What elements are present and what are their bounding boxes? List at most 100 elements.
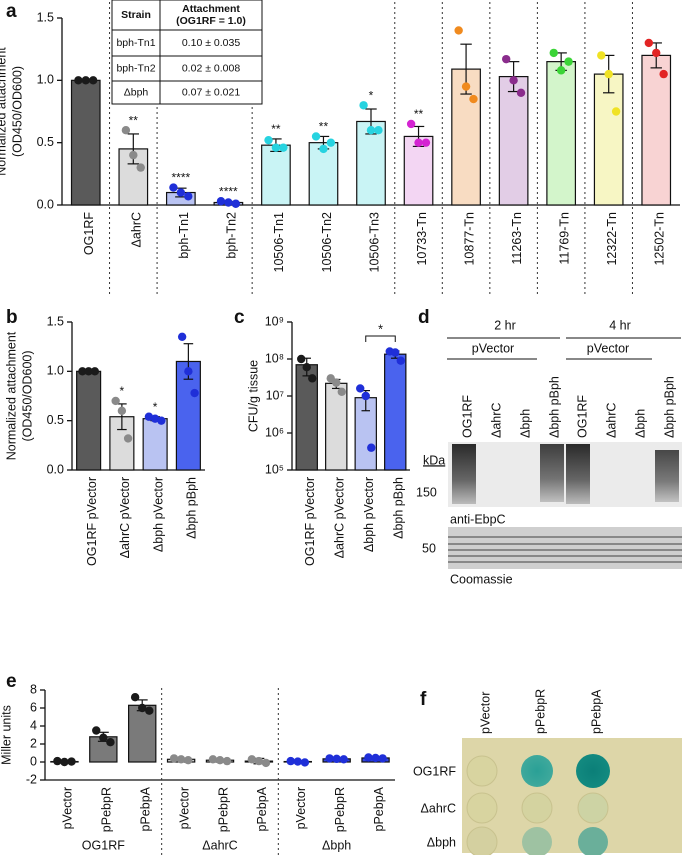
column-label: pPebpR xyxy=(533,689,547,734)
bar xyxy=(72,80,101,205)
lane-label: OG1RF xyxy=(460,395,474,438)
time-label: 4 hr xyxy=(609,318,631,332)
replicate-point xyxy=(327,138,335,146)
replicate-point xyxy=(332,378,340,386)
blot-label: Coomassie xyxy=(450,572,513,586)
replicate-point xyxy=(612,107,620,115)
y-axis-label: Miller units xyxy=(0,705,13,765)
replicate-point xyxy=(356,384,364,392)
significance-label: * xyxy=(120,384,125,398)
replicate-point xyxy=(550,49,558,57)
bar xyxy=(385,354,406,470)
blot-band xyxy=(566,444,590,504)
lane-label: ΔahrC xyxy=(604,403,618,438)
replicate-point xyxy=(216,756,224,764)
y-tick-label: 0.5 xyxy=(37,135,54,149)
marker-label: 50 xyxy=(422,541,436,555)
replicate-point xyxy=(645,39,653,47)
lane-label: Δbph xyxy=(518,409,532,438)
bar xyxy=(547,62,576,205)
y-axis-label: CFU/g tissue xyxy=(246,360,260,432)
x-tick-label: pPebpR xyxy=(100,787,114,832)
significance-label: ** xyxy=(319,120,329,134)
x-tick-label: pPebpA xyxy=(139,786,153,831)
y-tick-label: 10⁸ xyxy=(265,351,284,365)
x-tick-label: bph-Tn1 xyxy=(177,212,191,259)
significance-bracket xyxy=(366,336,396,342)
x-tick-label: pVector xyxy=(61,787,75,829)
unit-label: kDa xyxy=(423,453,445,467)
replicate-point xyxy=(209,755,217,763)
y-tick-label: 6 xyxy=(30,700,37,714)
group-label: Δbph xyxy=(322,838,351,852)
replicate-point xyxy=(338,388,346,396)
lane-label: OG1RF xyxy=(575,395,589,438)
replicate-point xyxy=(92,726,100,734)
replicate-point xyxy=(184,756,192,764)
table-cell: bph-Tn1 xyxy=(116,37,155,49)
replicate-point xyxy=(262,759,270,767)
x-tick-label: pVector xyxy=(177,787,191,829)
replicate-point xyxy=(145,707,153,715)
replicate-point xyxy=(223,757,231,765)
replicate-point xyxy=(157,416,165,424)
replicate-point xyxy=(362,392,370,400)
replicate-point xyxy=(184,367,192,375)
replicate-point xyxy=(509,76,517,84)
column-label: pVector xyxy=(478,692,492,734)
replicate-point xyxy=(224,198,232,206)
x-tick-label: 11769-Tn xyxy=(557,212,571,265)
y-tick-label: 1.5 xyxy=(47,314,64,328)
table-cell: bph-Tn2 xyxy=(116,62,155,74)
replicate-point xyxy=(177,188,185,196)
panel-label: d xyxy=(418,307,430,328)
y-tick-label: 4 xyxy=(30,718,37,732)
spot xyxy=(578,793,608,823)
replicate-point xyxy=(378,754,386,762)
blot-panel: 2 hr 4 hr pVector pVector kDa 150 anti-E… xyxy=(416,318,682,586)
panel-label: e xyxy=(6,671,17,692)
table-header: Strain xyxy=(121,9,151,21)
panel-label: f xyxy=(420,689,427,710)
replicate-point xyxy=(391,348,399,356)
y-axis-label: Normalized attachment xyxy=(0,47,8,176)
replicate-point xyxy=(652,49,660,57)
replicate-point xyxy=(190,389,198,397)
x-tick-label: pPebpR xyxy=(216,787,230,832)
spot xyxy=(522,793,552,823)
y-tick-label: -2 xyxy=(26,772,37,786)
replicate-point xyxy=(397,356,405,364)
replicate-point xyxy=(129,151,137,159)
x-tick-label: ΔahrC pVector xyxy=(118,477,132,558)
replicate-point xyxy=(178,333,186,341)
y-tick-label: 10⁷ xyxy=(266,388,285,402)
lane-label: Δbph pBph xyxy=(662,376,676,438)
replicate-point xyxy=(248,755,256,763)
vector-label: pVector xyxy=(587,341,629,355)
x-tick-label: Δbph pVector xyxy=(362,477,376,552)
replicate-point xyxy=(469,95,477,103)
bar xyxy=(143,419,167,470)
replicate-point xyxy=(255,757,263,765)
x-tick-label: Δbph pBph xyxy=(392,477,406,539)
replicate-point xyxy=(279,143,287,151)
replicate-point xyxy=(659,70,667,78)
replicate-point xyxy=(359,101,367,109)
x-tick-label: pPebpR xyxy=(333,787,347,832)
y-axis-label: (OD450/OD600) xyxy=(20,350,34,441)
table-cell: 0.02 ± 0.008 xyxy=(182,62,240,74)
replicate-point xyxy=(367,444,375,452)
x-tick-label: ΔahrC xyxy=(130,212,144,247)
replicate-point xyxy=(99,734,107,742)
bar xyxy=(262,145,291,205)
y-tick-label: 1.0 xyxy=(37,73,54,87)
replicate-point xyxy=(272,143,280,151)
table-cell: 0.07 ± 0.021 xyxy=(182,86,240,98)
replicate-point xyxy=(53,757,61,765)
x-tick-label: 10877-Tn xyxy=(462,212,476,266)
replicate-point xyxy=(89,76,97,84)
replicate-point xyxy=(303,363,311,371)
replicate-point xyxy=(374,126,382,134)
bar xyxy=(77,371,101,470)
